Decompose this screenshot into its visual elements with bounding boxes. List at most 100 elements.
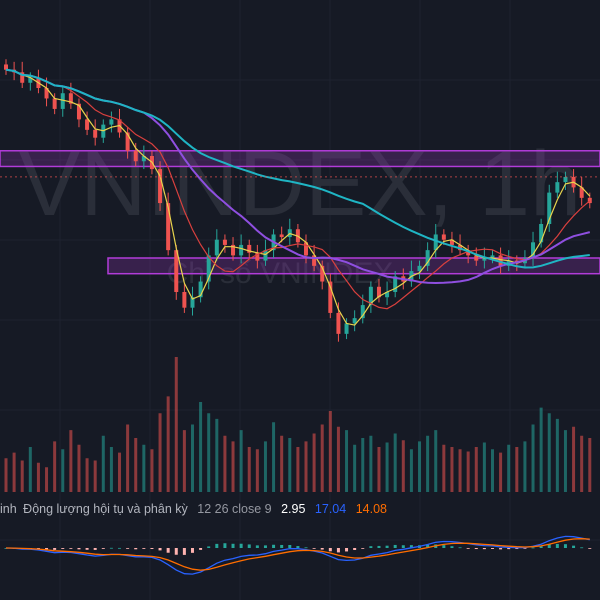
volume-bar <box>174 357 178 492</box>
volume-bar <box>280 435 284 492</box>
volume-bar <box>150 449 154 492</box>
volume-bar <box>393 433 397 492</box>
macd-histogram-bar <box>53 548 57 550</box>
candle-body <box>466 250 471 256</box>
macd-histogram-bar <box>474 548 478 550</box>
volume-bar <box>45 467 49 492</box>
macd-legend[interactable]: inh Động lượng hội tụ và phân kỳ 12 26 c… <box>0 500 387 518</box>
volume-bar <box>190 424 194 492</box>
volume-bar <box>118 452 122 492</box>
macd-histogram-bar <box>93 548 97 550</box>
volume-bar <box>572 426 576 492</box>
volume-bar <box>466 451 470 492</box>
macd-histogram-bar <box>490 548 494 549</box>
volume-bar <box>296 447 300 492</box>
volume-bar <box>166 396 170 492</box>
macd-panel <box>4 535 592 575</box>
volume-bar <box>20 460 24 492</box>
macd-histogram-bar <box>61 548 65 549</box>
volume-bar <box>272 422 276 492</box>
macd-histogram-bar <box>207 546 211 548</box>
macd-line <box>5 535 590 575</box>
volume-bar <box>53 441 57 492</box>
volume-bar <box>377 447 381 492</box>
candle-body <box>85 119 90 130</box>
macd-histogram-bar <box>336 548 340 553</box>
volume-bar <box>215 418 219 492</box>
candle-body <box>198 281 203 298</box>
macd-histogram-bar <box>563 544 567 548</box>
volume-bar <box>563 430 567 492</box>
macd-histogram-bar <box>385 545 389 548</box>
volume-bar <box>385 442 389 492</box>
candle-body <box>4 64 8 70</box>
macd-histogram-bar <box>280 544 284 548</box>
volume-bar <box>207 413 211 492</box>
candle-body <box>320 265 325 282</box>
candle-body <box>214 239 219 256</box>
macd-histogram-bar <box>507 548 511 550</box>
candle-body <box>449 239 454 245</box>
macd-histogram-bar <box>499 548 503 550</box>
macd-histogram-bar <box>182 548 186 555</box>
candle-body <box>539 224 544 243</box>
candle-body <box>141 156 146 162</box>
candle-body <box>174 250 179 292</box>
candle-body <box>279 234 284 238</box>
candle-body <box>425 250 430 266</box>
macd-histogram-value: 2.95 <box>281 502 306 516</box>
volume-bar <box>77 444 81 492</box>
macd-histogram-bar <box>442 545 446 548</box>
volume-bars <box>4 357 592 492</box>
macd-histogram-bar <box>158 548 162 551</box>
candle-body <box>304 242 308 256</box>
volume-bar <box>336 426 340 492</box>
macd-histogram-bar <box>174 548 178 555</box>
candle-body <box>231 244 236 256</box>
candle-body <box>20 72 25 83</box>
macd-histogram-bar <box>531 547 535 549</box>
macd-histogram-bar <box>426 544 430 548</box>
macd-histogram-bar <box>320 548 324 550</box>
volume-bar <box>458 449 462 492</box>
volume-bar <box>499 452 503 492</box>
macd-histogram-bar <box>482 548 486 550</box>
volume-bar <box>580 435 584 492</box>
candle-body <box>490 255 495 258</box>
macd-histogram-bar <box>142 548 146 549</box>
macd-title-prefix: inh <box>0 502 17 516</box>
volume-bar <box>231 441 235 492</box>
candle-body <box>60 93 65 109</box>
ma-mid-line <box>5 69 591 310</box>
macd-histogram-bar <box>588 548 592 549</box>
volume-bar <box>434 430 438 492</box>
macd-histogram-bar <box>401 545 405 548</box>
candle-body <box>76 103 81 120</box>
volume-bar <box>345 430 349 492</box>
volume-bar <box>401 440 405 492</box>
macd-histogram-bar <box>304 547 308 549</box>
macd-title: Động lượng hội tụ và phân kỳ <box>23 502 188 516</box>
volume-bar <box>247 447 251 492</box>
candle-body <box>133 150 138 162</box>
candle-body <box>182 292 187 308</box>
candle-body <box>352 318 357 324</box>
volume-bar <box>474 447 478 492</box>
volume-bar <box>93 460 97 492</box>
candle-body <box>28 77 33 83</box>
volume-bar <box>482 442 486 492</box>
candle-body <box>255 252 260 261</box>
price-zone <box>0 150 600 168</box>
macd-histogram-bar <box>263 545 267 548</box>
volume-bar <box>531 424 535 492</box>
macd-histogram-bar <box>109 547 113 549</box>
moving-averages <box>5 68 591 326</box>
macd-histogram-bar <box>101 548 105 549</box>
candle-body <box>239 244 244 256</box>
volume-bar <box>101 435 105 492</box>
candle-body <box>368 286 373 306</box>
volume-bar <box>4 458 8 492</box>
volume-bar <box>142 444 146 492</box>
